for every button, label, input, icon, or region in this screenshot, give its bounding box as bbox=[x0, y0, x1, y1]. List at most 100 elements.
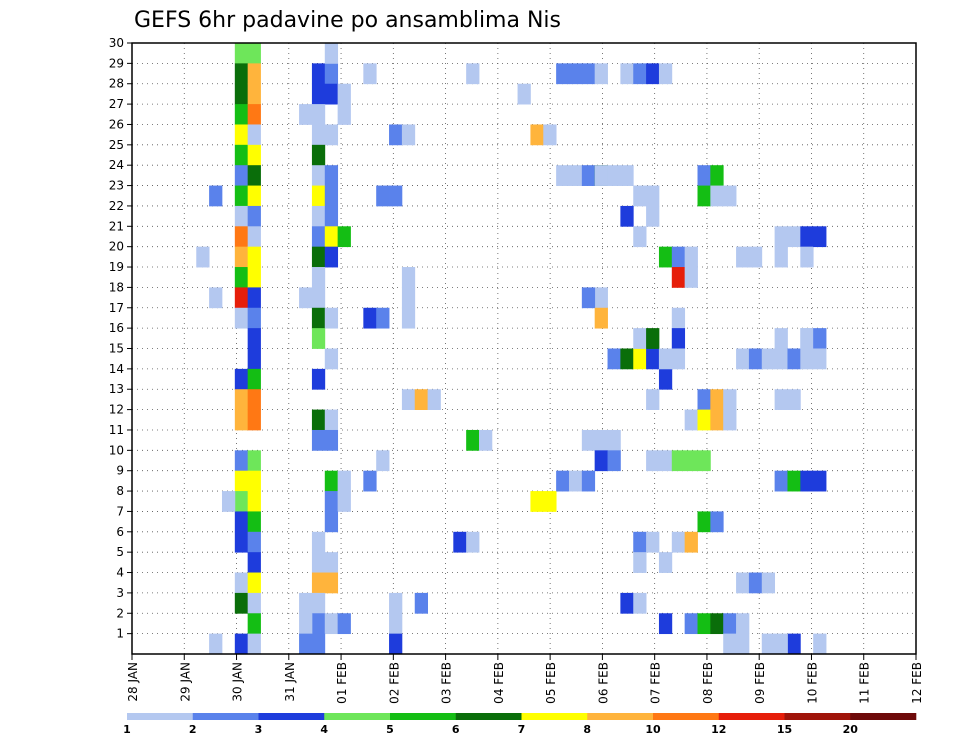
precip-cell bbox=[607, 348, 621, 370]
precip-cell bbox=[247, 409, 261, 431]
precip-cell bbox=[646, 348, 660, 370]
y-tick-label: 30 bbox=[109, 36, 124, 50]
precip-cell bbox=[324, 511, 339, 533]
precip-cell bbox=[710, 389, 724, 410]
precip-cell bbox=[209, 633, 223, 655]
precip-cell bbox=[247, 165, 261, 186]
precip-cell bbox=[247, 124, 261, 146]
precip-cell bbox=[530, 491, 544, 512]
precip-cell bbox=[324, 83, 339, 105]
y-tick-label: 2 bbox=[116, 606, 124, 620]
precip-cell bbox=[311, 165, 326, 186]
precip-cell bbox=[234, 246, 249, 268]
colorbar-label: 4 bbox=[320, 723, 328, 736]
precip-cell bbox=[594, 429, 608, 451]
colorbar-swatch bbox=[587, 713, 654, 720]
precip-cell bbox=[684, 613, 698, 635]
precip-cell bbox=[247, 104, 261, 125]
precip-cell bbox=[247, 511, 261, 533]
precip-cell bbox=[247, 531, 261, 553]
x-tick-label: 09 FEB bbox=[753, 662, 767, 704]
precip-cell bbox=[646, 328, 660, 349]
precip-cell bbox=[761, 633, 776, 655]
precip-cell bbox=[607, 429, 621, 451]
precip-cell bbox=[710, 185, 724, 207]
precip-cell bbox=[800, 246, 814, 268]
precip-cell bbox=[337, 470, 351, 492]
y-tick-label: 4 bbox=[116, 566, 124, 580]
precip-cell bbox=[723, 409, 737, 431]
y-tick-label: 14 bbox=[109, 362, 124, 376]
precip-cell bbox=[311, 63, 326, 85]
colorbar-label: 7 bbox=[518, 723, 526, 736]
precip-cell bbox=[633, 531, 647, 553]
y-tick-label: 10 bbox=[109, 443, 124, 457]
precip-cell bbox=[466, 63, 480, 85]
precip-cell bbox=[389, 633, 403, 655]
precip-cell bbox=[658, 552, 673, 573]
precip-cell bbox=[311, 144, 326, 166]
precip-cell bbox=[311, 307, 326, 329]
precip-cell bbox=[658, 613, 673, 635]
y-tick-label: 24 bbox=[109, 158, 124, 172]
precip-cell bbox=[658, 368, 673, 390]
precip-cell bbox=[414, 592, 428, 614]
colorbar-label: 10 bbox=[645, 723, 661, 736]
x-tick-label: 31 JAN bbox=[283, 662, 297, 702]
precip-cell bbox=[453, 531, 467, 553]
colorbar-label: 5 bbox=[386, 723, 394, 736]
colorbar-label: 12 bbox=[711, 723, 726, 736]
precip-cell bbox=[324, 63, 339, 85]
precip-cell bbox=[337, 491, 351, 512]
precip-cell bbox=[234, 572, 249, 594]
precip-cell bbox=[299, 633, 313, 655]
precip-cell bbox=[800, 328, 814, 349]
precip-cell bbox=[299, 613, 313, 635]
precip-cell bbox=[221, 491, 236, 512]
precip-cell bbox=[324, 226, 339, 248]
precip-cell bbox=[311, 552, 326, 573]
precip-cell bbox=[299, 104, 313, 125]
precip-cell bbox=[736, 613, 750, 635]
y-tick-label: 12 bbox=[109, 403, 124, 417]
precip-cell bbox=[723, 633, 737, 655]
precip-cell bbox=[787, 389, 801, 410]
precip-cell bbox=[774, 470, 788, 492]
y-tick-label: 11 bbox=[109, 423, 124, 437]
y-tick-label: 20 bbox=[109, 240, 124, 254]
precip-cell bbox=[234, 185, 249, 207]
precipitation-cells bbox=[196, 43, 827, 655]
precip-cell bbox=[710, 613, 724, 635]
precip-cell bbox=[247, 307, 261, 329]
precip-cell bbox=[556, 470, 570, 492]
x-tick-label: 06 FEB bbox=[596, 662, 610, 704]
precip-cell bbox=[247, 592, 261, 614]
precip-cell bbox=[311, 246, 326, 268]
precip-cell bbox=[594, 307, 608, 329]
precip-cell bbox=[376, 185, 390, 207]
precip-cell bbox=[389, 613, 403, 635]
precip-cell bbox=[607, 450, 621, 472]
precip-cell bbox=[247, 185, 261, 207]
precip-cell bbox=[543, 491, 557, 512]
precip-cell bbox=[671, 450, 686, 472]
precip-cell bbox=[311, 185, 326, 207]
precip-cell bbox=[337, 226, 351, 248]
precip-cell bbox=[196, 246, 210, 268]
precip-cell bbox=[311, 613, 326, 635]
precip-cell bbox=[594, 63, 608, 85]
y-tick-label: 18 bbox=[109, 280, 124, 294]
precip-cell bbox=[234, 287, 249, 309]
precip-cell bbox=[324, 613, 339, 635]
precip-cell bbox=[311, 592, 326, 614]
precip-cell bbox=[324, 491, 339, 512]
colorbar-label: 2 bbox=[189, 723, 197, 736]
precip-cell bbox=[247, 633, 261, 655]
precip-cell bbox=[658, 246, 673, 268]
precip-cell bbox=[633, 226, 647, 248]
precip-cell bbox=[671, 348, 686, 370]
y-tick-label: 28 bbox=[109, 77, 124, 91]
precip-cell bbox=[299, 592, 313, 614]
precip-cell bbox=[311, 531, 326, 553]
y-tick-label: 27 bbox=[109, 97, 124, 111]
